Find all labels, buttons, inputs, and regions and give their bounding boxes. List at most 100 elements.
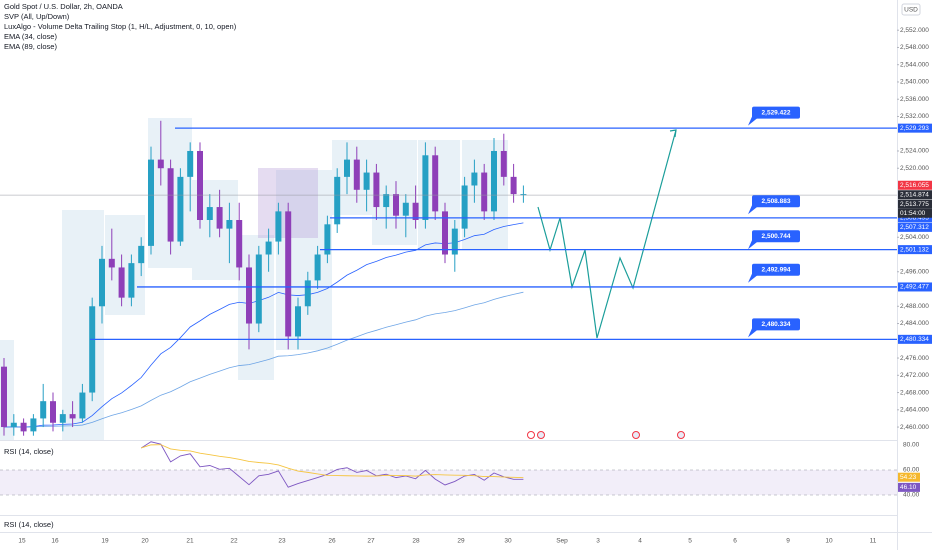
price-tag-label: 2,508.495 xyxy=(900,215,929,222)
pane-separator xyxy=(0,440,897,441)
candle-body xyxy=(442,211,448,255)
candle-body xyxy=(432,155,439,212)
callout-label: 2,508.883 xyxy=(762,198,791,205)
candle-body xyxy=(246,267,252,324)
price-tag xyxy=(898,199,932,209)
x-tick-label: 5 xyxy=(688,538,692,545)
rsi-ma-line xyxy=(141,444,524,479)
candle-body xyxy=(59,414,66,423)
callout-label: 2,492.994 xyxy=(762,266,791,273)
callout-tail xyxy=(748,328,758,338)
callout-tail xyxy=(748,205,758,215)
candle-body xyxy=(461,185,468,229)
x-tick-label: 21 xyxy=(186,538,194,545)
x-tick-label: 29 xyxy=(457,538,465,545)
price-tag xyxy=(898,245,932,255)
callout-box xyxy=(752,195,800,208)
pane-separator xyxy=(0,515,897,516)
y-tick-label: 2,472.000 xyxy=(900,372,929,379)
candle-body xyxy=(69,414,76,419)
axis-separator xyxy=(897,0,898,550)
x-tick-label: 16 xyxy=(51,538,59,545)
ema-line xyxy=(3,291,524,428)
main-pane xyxy=(0,120,897,436)
price-tag xyxy=(898,213,932,223)
candle-body xyxy=(216,207,223,229)
callout-tail xyxy=(748,116,758,126)
rsi-band xyxy=(0,470,897,495)
candle-body xyxy=(275,211,282,242)
candle-body xyxy=(353,159,360,190)
candle-body xyxy=(236,220,243,268)
price-tag-label: 2,492.477 xyxy=(900,284,929,291)
rsi-tag xyxy=(898,472,920,482)
currency-label[interactable]: USD xyxy=(904,7,918,14)
candle-body xyxy=(334,176,341,225)
price-tag xyxy=(898,222,932,232)
price-tag xyxy=(898,334,932,344)
candle-body xyxy=(50,401,56,423)
candle-body xyxy=(402,202,409,216)
x-tick-label: 27 xyxy=(367,538,375,545)
callout-label: 2,529.422 xyxy=(762,109,791,116)
x-tick-label: 23 xyxy=(278,538,286,545)
candle-body xyxy=(500,150,507,177)
y-tick-label: 2,544.000 xyxy=(900,61,929,68)
callout-box xyxy=(752,318,800,331)
callout-label: 2,480.334 xyxy=(762,321,791,328)
y-tick-label: 2,536.000 xyxy=(900,96,929,103)
countdown-tag xyxy=(898,208,932,218)
x-tick-label: 20 xyxy=(141,538,149,545)
candle-body xyxy=(148,159,154,246)
candle-body xyxy=(99,258,105,307)
candle-body xyxy=(197,150,203,220)
price-tag xyxy=(898,123,932,133)
candle-body xyxy=(373,172,380,208)
x-tick-label: 15 xyxy=(18,538,26,545)
y-tick-label: 2,504.000 xyxy=(900,234,929,241)
x-tick-label: 6 xyxy=(733,538,737,545)
rsi2-title: RSI (14, close) xyxy=(4,520,54,529)
candle-body xyxy=(226,220,233,229)
y-tick-label: 2,532.000 xyxy=(900,113,929,120)
event-icons xyxy=(527,431,685,439)
candle-body xyxy=(324,224,331,255)
x-tick-label: 3 xyxy=(596,538,600,545)
candle-body xyxy=(314,254,321,281)
projection-arrow xyxy=(669,129,677,138)
indicator-label: LuxAlgo - Volume Delta Trailing Stop (1,… xyxy=(4,22,237,31)
y-tick-label: 2,540.000 xyxy=(900,79,929,86)
rsi-tick-label: 60.00 xyxy=(903,467,920,474)
y-tick-label: 2,464.000 xyxy=(900,407,929,414)
candle-body xyxy=(10,422,17,428)
y-tick-label: 2,460.000 xyxy=(900,424,929,431)
callout-box xyxy=(752,230,800,243)
countdown-label: 01:54:00 xyxy=(900,210,926,217)
candle-body xyxy=(491,150,497,212)
price-tag-label: 2,507.312 xyxy=(900,224,929,231)
candle-body xyxy=(383,194,390,208)
y-tick-label: 2,468.000 xyxy=(900,389,929,396)
callout-box xyxy=(752,263,800,276)
currency-box[interactable] xyxy=(901,3,921,16)
candle-body xyxy=(20,422,27,432)
price-tag xyxy=(898,190,932,200)
x-tick-label: 11 xyxy=(870,538,877,545)
candle-body xyxy=(285,211,292,337)
indicator-label: SVP (All, Up/Down) xyxy=(4,12,70,21)
x-tick-label: 28 xyxy=(412,538,420,545)
x-tick-label: 26 xyxy=(328,538,336,545)
candle-body xyxy=(79,392,86,419)
y-tick-label: 2,552.000 xyxy=(900,27,929,34)
price-tag-label: 2,501.132 xyxy=(900,246,929,253)
y-tick-label: 2,484.000 xyxy=(900,320,929,327)
candle-body xyxy=(520,194,527,196)
y-tick-label: 2,496.000 xyxy=(900,268,929,275)
candle-body xyxy=(206,207,213,220)
candle-body xyxy=(265,241,272,255)
y-tick-label: 2,520.000 xyxy=(900,165,929,172)
candle-body xyxy=(412,202,419,220)
ema-line xyxy=(3,222,524,428)
